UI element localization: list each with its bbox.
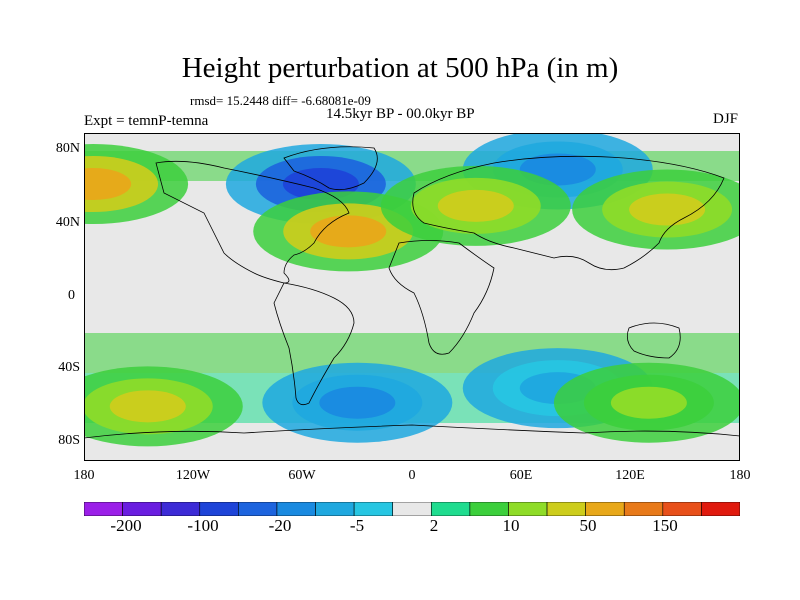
colorbar-swatch (701, 502, 740, 516)
pacific-high-west (84, 168, 132, 201)
coastlines (84, 146, 740, 439)
plot-title: Height perturbation at 500 hPa (in m) (181, 52, 619, 84)
lon-tick-label: 180 (73, 468, 95, 483)
colorbar-swatch (585, 502, 625, 516)
colorbar-label: 2 (429, 516, 439, 535)
colorbar-swatch (430, 502, 471, 516)
lon-tick-label: 0 (408, 468, 416, 483)
eurasia-coast (412, 155, 725, 271)
contour-fills (84, 133, 740, 447)
colorbar-swatch (508, 502, 548, 516)
experiment-label: Expt = temnP-temna (84, 113, 209, 129)
colorbar-label: 50 (579, 516, 597, 535)
colorbar-swatch (392, 502, 432, 516)
colorbar-swatch (199, 502, 239, 516)
greenland-coast (283, 146, 378, 191)
east-asia-high (629, 193, 706, 226)
colorbar-label: -20 (268, 516, 292, 535)
australia-coast (626, 322, 681, 359)
southern-high-australia (610, 386, 687, 419)
antarctica-coast (84, 424, 740, 439)
colorbar-label: -200 (110, 516, 142, 535)
atlantic-high (310, 215, 387, 248)
lon-tick-label: 180 (729, 468, 751, 483)
lat-tick-label: 0 (68, 288, 75, 303)
season-label: DJF (713, 111, 739, 127)
lat-tick-label: 40N (55, 215, 80, 230)
southern-low-atlantic (319, 386, 396, 419)
colorbar-label: -5 (349, 516, 365, 535)
height-map (84, 133, 740, 461)
colorbar-label: 10 (502, 516, 520, 535)
colorbar (84, 502, 740, 516)
lon-tick-label: 120E (615, 468, 645, 483)
lat-tick-label: 80S (58, 433, 80, 448)
stats-line: rmsd= 15.2448 diff= -6.68081e-09 (190, 93, 371, 108)
map-frame (84, 133, 740, 461)
colorbar-swatch (662, 502, 702, 516)
south-america-coast (273, 282, 355, 406)
colorbar-swatch (122, 502, 162, 516)
colorbar-swatch (276, 502, 316, 516)
lon-tick-label: 60E (509, 468, 533, 483)
africa-coast (388, 240, 495, 355)
colorbar-swatch (623, 502, 664, 516)
colorbar-swatch (546, 502, 586, 516)
colorbar-swatch (353, 502, 394, 516)
period-label: 14.5kyr BP - 00.0kyr BP (326, 106, 475, 122)
colorbar-swatch (315, 502, 355, 516)
colorbar-label: -100 (187, 516, 219, 535)
eurasia-high (437, 189, 514, 222)
north-america-coast (155, 160, 350, 284)
colorbar-swatch (160, 502, 201, 516)
lon-tick-label: 60W (288, 468, 316, 483)
southern-high-pacific (109, 390, 186, 423)
colorbar-swatch (469, 502, 509, 516)
colorbar-swatch (84, 502, 123, 516)
lat-tick-label: 40S (58, 360, 80, 375)
colorbar-swatch (238, 502, 278, 516)
lon-tick-label: 120W (175, 468, 211, 483)
colorbar-label: 150 (652, 516, 678, 535)
lat-tick-label: 80N (55, 141, 80, 156)
